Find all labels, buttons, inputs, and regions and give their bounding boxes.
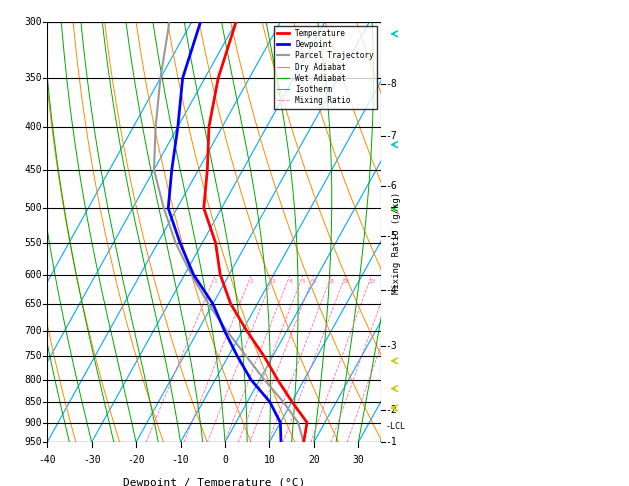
Text: 8: 8 <box>330 279 333 284</box>
Text: 20: 20 <box>308 455 320 465</box>
Text: 450: 450 <box>25 165 42 175</box>
Text: 4: 4 <box>288 279 292 284</box>
Text: 900: 900 <box>25 417 42 428</box>
Text: 550: 550 <box>25 238 42 248</box>
Text: 300: 300 <box>25 17 42 27</box>
Text: -8: -8 <box>386 79 398 89</box>
Text: -3: -3 <box>386 341 398 351</box>
Text: 1: 1 <box>214 279 218 284</box>
Text: 30: 30 <box>352 455 364 465</box>
Text: 650: 650 <box>25 299 42 309</box>
Text: -LCL: -LCL <box>386 422 406 431</box>
Text: -30: -30 <box>83 455 101 465</box>
Text: 350: 350 <box>25 73 42 83</box>
Text: 400: 400 <box>25 122 42 132</box>
Text: 15: 15 <box>368 279 376 284</box>
Text: 5: 5 <box>301 279 305 284</box>
Text: -40: -40 <box>38 455 56 465</box>
Text: -2: -2 <box>386 405 398 415</box>
Text: -1: -1 <box>386 437 398 447</box>
Text: -20: -20 <box>127 455 145 465</box>
Text: 6: 6 <box>312 279 316 284</box>
Text: 700: 700 <box>25 326 42 336</box>
Text: -7: -7 <box>386 131 398 141</box>
Text: 10: 10 <box>264 455 276 465</box>
Text: 950: 950 <box>25 437 42 447</box>
Text: 3: 3 <box>272 279 276 284</box>
Text: 10: 10 <box>342 279 350 284</box>
Text: 600: 600 <box>25 270 42 279</box>
Text: -6: -6 <box>386 181 398 191</box>
Text: -4: -4 <box>386 285 398 295</box>
Text: -10: -10 <box>172 455 189 465</box>
Text: Mixing Ratio (g/kg): Mixing Ratio (g/kg) <box>392 192 401 294</box>
Text: 2: 2 <box>250 279 253 284</box>
Text: Dewpoint / Temperature (°C): Dewpoint / Temperature (°C) <box>123 478 305 486</box>
Text: -5: -5 <box>386 231 398 241</box>
Text: 800: 800 <box>25 375 42 384</box>
Legend: Temperature, Dewpoint, Parcel Trajectory, Dry Adiabat, Wet Adiabat, Isotherm, Mi: Temperature, Dewpoint, Parcel Trajectory… <box>274 26 377 108</box>
Text: 850: 850 <box>25 397 42 407</box>
Text: 500: 500 <box>25 203 42 213</box>
Text: 750: 750 <box>25 351 42 361</box>
Text: 0: 0 <box>222 455 228 465</box>
